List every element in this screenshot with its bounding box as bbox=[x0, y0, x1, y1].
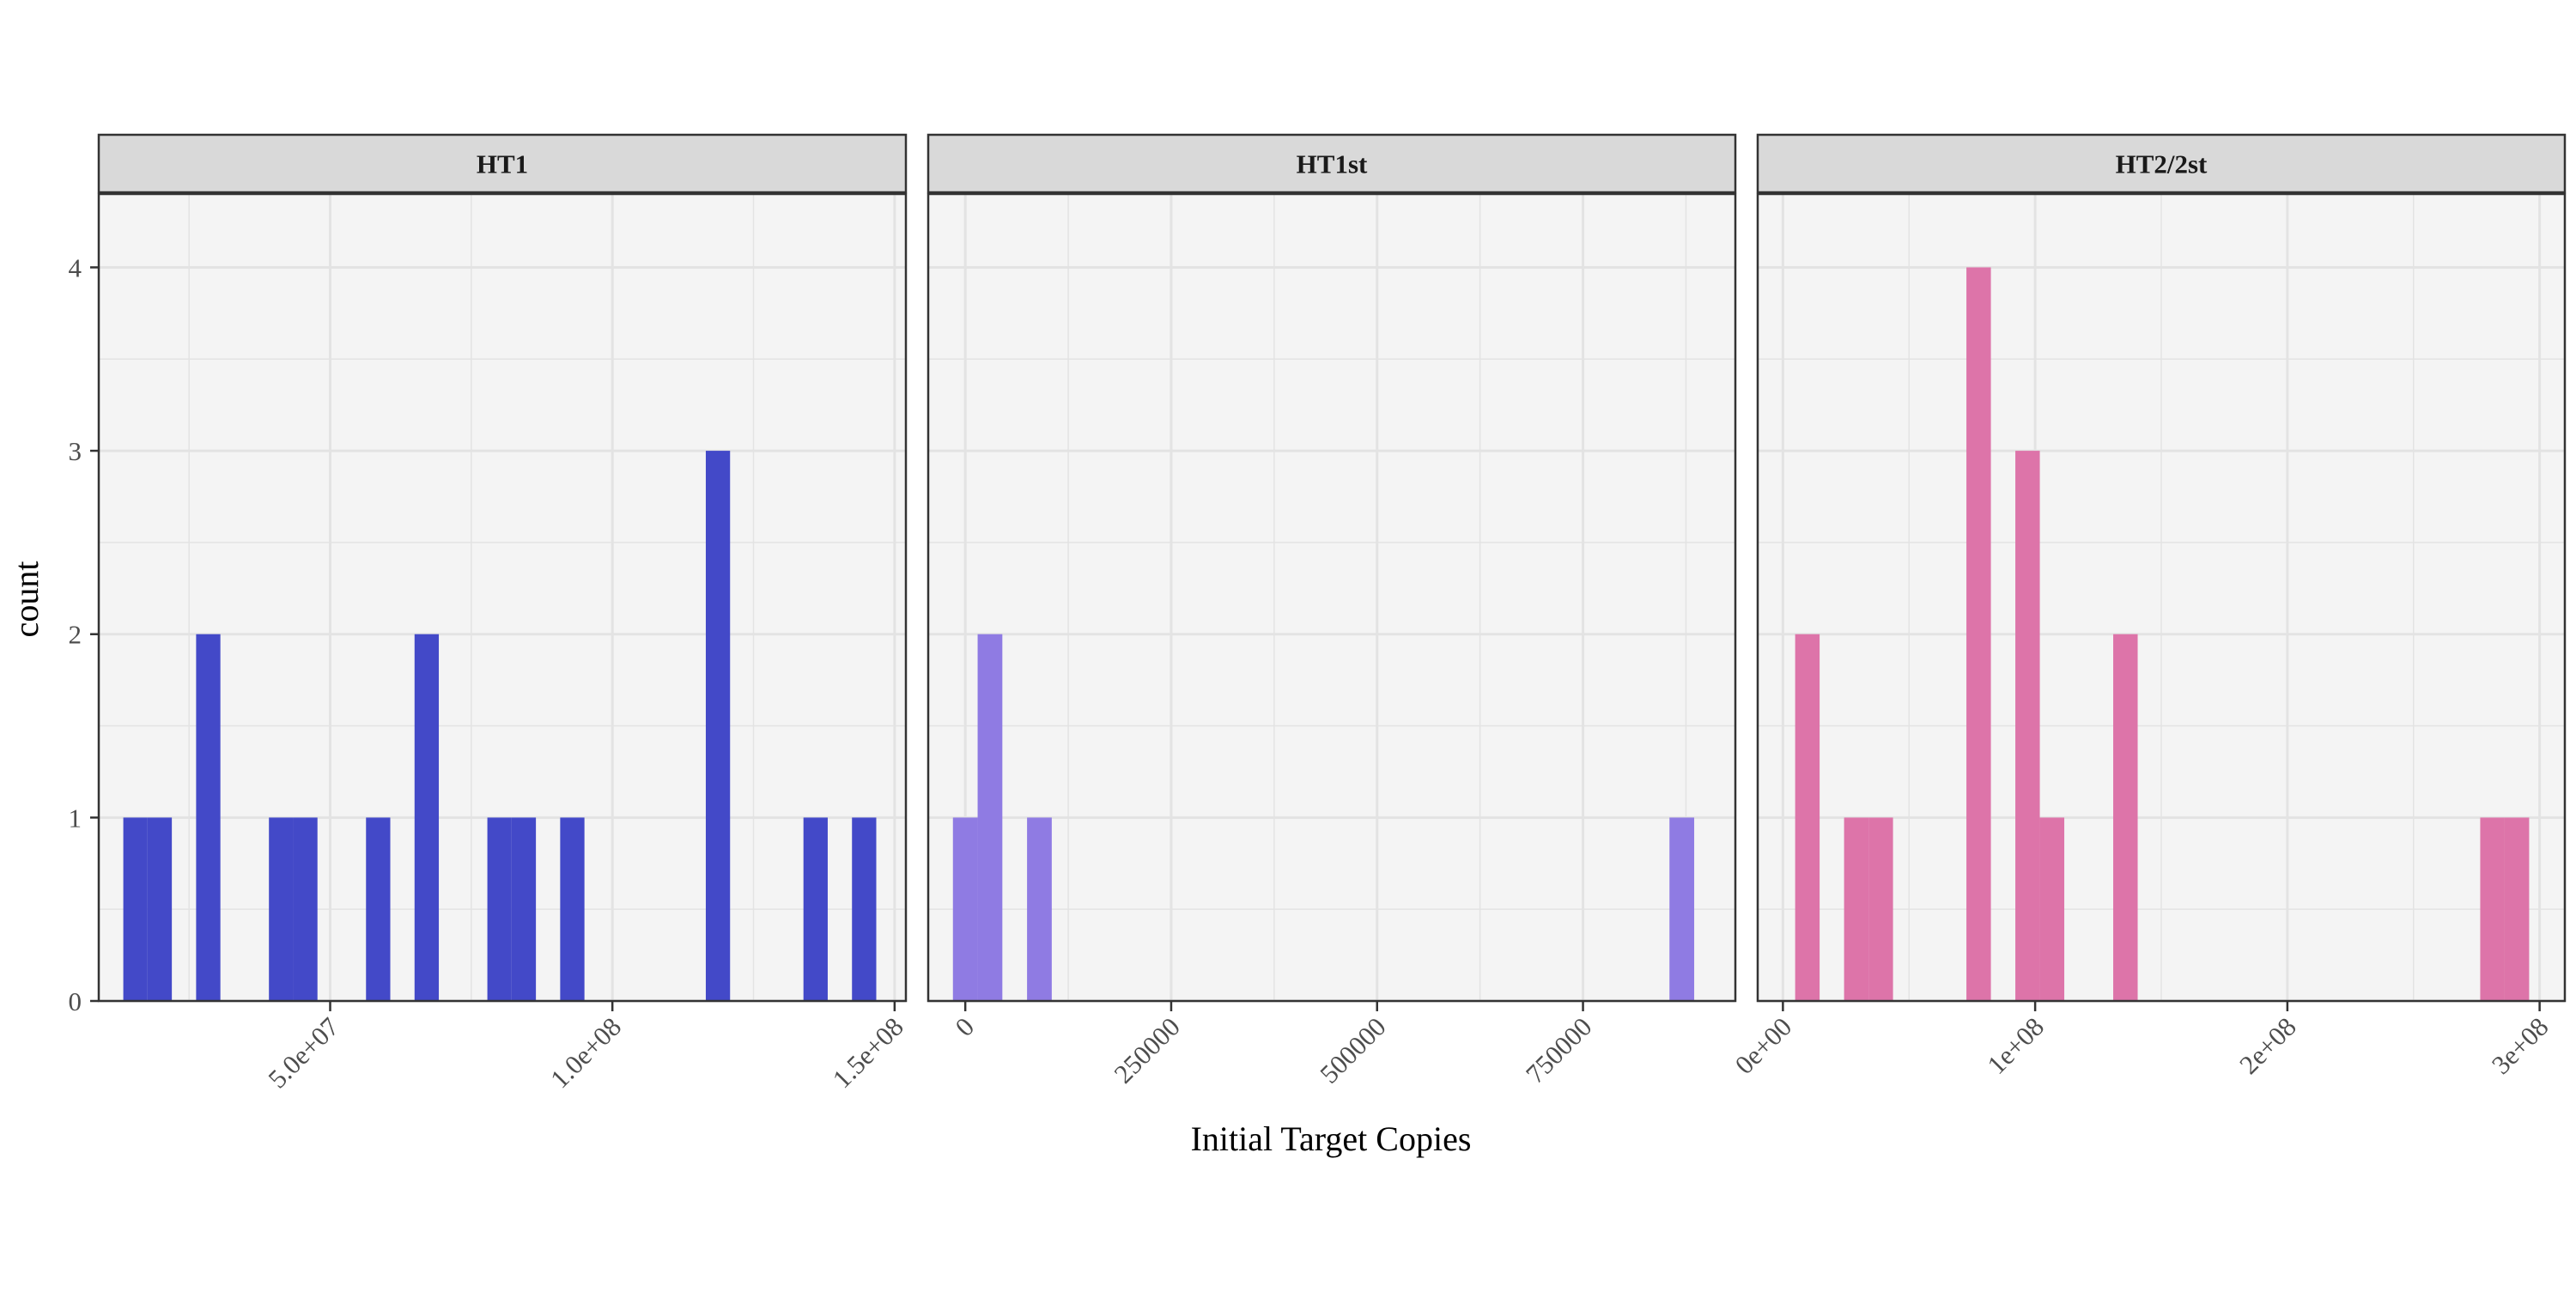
facet-3-bar bbox=[2113, 634, 2138, 1001]
y-tick-label: 1 bbox=[69, 803, 82, 833]
facet-3-bar bbox=[2504, 817, 2530, 1001]
facet-2-x-tick-label: 250000 bbox=[1108, 1011, 1186, 1089]
facet-1-bar bbox=[705, 451, 731, 1001]
facet-2-bar bbox=[1027, 817, 1052, 1001]
facet-1-bar bbox=[196, 634, 221, 1001]
facet-3-bar bbox=[1966, 267, 1991, 1001]
y-tick-label: 2 bbox=[69, 620, 82, 650]
facet-3-x-tick-label: 1e+08 bbox=[1981, 1011, 2050, 1080]
facet-1-bar bbox=[511, 817, 537, 1001]
facet-1-bar bbox=[269, 817, 294, 1001]
facet-1-bar bbox=[293, 817, 318, 1001]
facet-1-panel-border bbox=[97, 192, 908, 1003]
facet-3-strip bbox=[1756, 133, 2567, 194]
y-tick-label: 4 bbox=[69, 252, 82, 282]
facet-1-x-tick-label: 1.5e+08 bbox=[827, 1011, 909, 1094]
facet-3-bar bbox=[1795, 634, 1820, 1001]
facet-1-bar bbox=[414, 634, 440, 1001]
facet-2-strip-label: HT1st bbox=[1297, 149, 1368, 179]
facet-3-x-tick-label: 0e+00 bbox=[1729, 1011, 1798, 1080]
facet-1-bar bbox=[803, 817, 828, 1001]
facet-3-bar bbox=[2480, 817, 2505, 1001]
facet-3-bar bbox=[2039, 817, 2065, 1001]
facet-2-panel-background bbox=[928, 194, 1735, 1001]
facet-1-bar bbox=[487, 817, 512, 1001]
facet-3-panel-border bbox=[1756, 192, 2567, 1003]
facet-3-x-tick-label: 2e+08 bbox=[2233, 1011, 2302, 1080]
facet-1-strip bbox=[97, 133, 908, 194]
facet-1-bar bbox=[147, 817, 173, 1001]
y-tick-label: 3 bbox=[69, 436, 82, 466]
facet-1-strip-label: HT1 bbox=[477, 149, 528, 179]
x-axis-title: Initial Target Copies bbox=[1191, 1119, 1472, 1158]
facet-1-bar bbox=[123, 817, 148, 1001]
facet-2-x-tick-label: 0 bbox=[949, 1011, 980, 1042]
facet-3-bar bbox=[2015, 451, 2040, 1001]
facet-2-strip bbox=[927, 133, 1737, 194]
facet-3-strip-label: HT2/2st bbox=[2116, 149, 2208, 179]
facet-3-x-tick-label: 3e+08 bbox=[2486, 1011, 2555, 1080]
facet-1-x-tick-label: 1.0e+08 bbox=[544, 1011, 627, 1094]
facet-3-bar bbox=[1868, 817, 1893, 1001]
facet-2-bar bbox=[952, 817, 978, 1001]
y-tick-label: 0 bbox=[69, 986, 82, 1016]
facet-2-panel-border bbox=[927, 192, 1737, 1003]
facet-1-bar bbox=[366, 817, 391, 1001]
facet-2-bar bbox=[977, 634, 1003, 1001]
facet-2-bar bbox=[1669, 817, 1695, 1001]
facet-1-bar bbox=[560, 817, 585, 1001]
facet-1-bar bbox=[852, 817, 877, 1001]
facet-3-bar bbox=[1844, 817, 1869, 1001]
facet-1-x-tick-label: 5.0e+07 bbox=[262, 1011, 344, 1094]
y-axis-title: count bbox=[7, 561, 46, 638]
facet-2-x-tick-label: 500000 bbox=[1314, 1011, 1392, 1089]
facet-2-x-tick-label: 750000 bbox=[1520, 1011, 1598, 1089]
